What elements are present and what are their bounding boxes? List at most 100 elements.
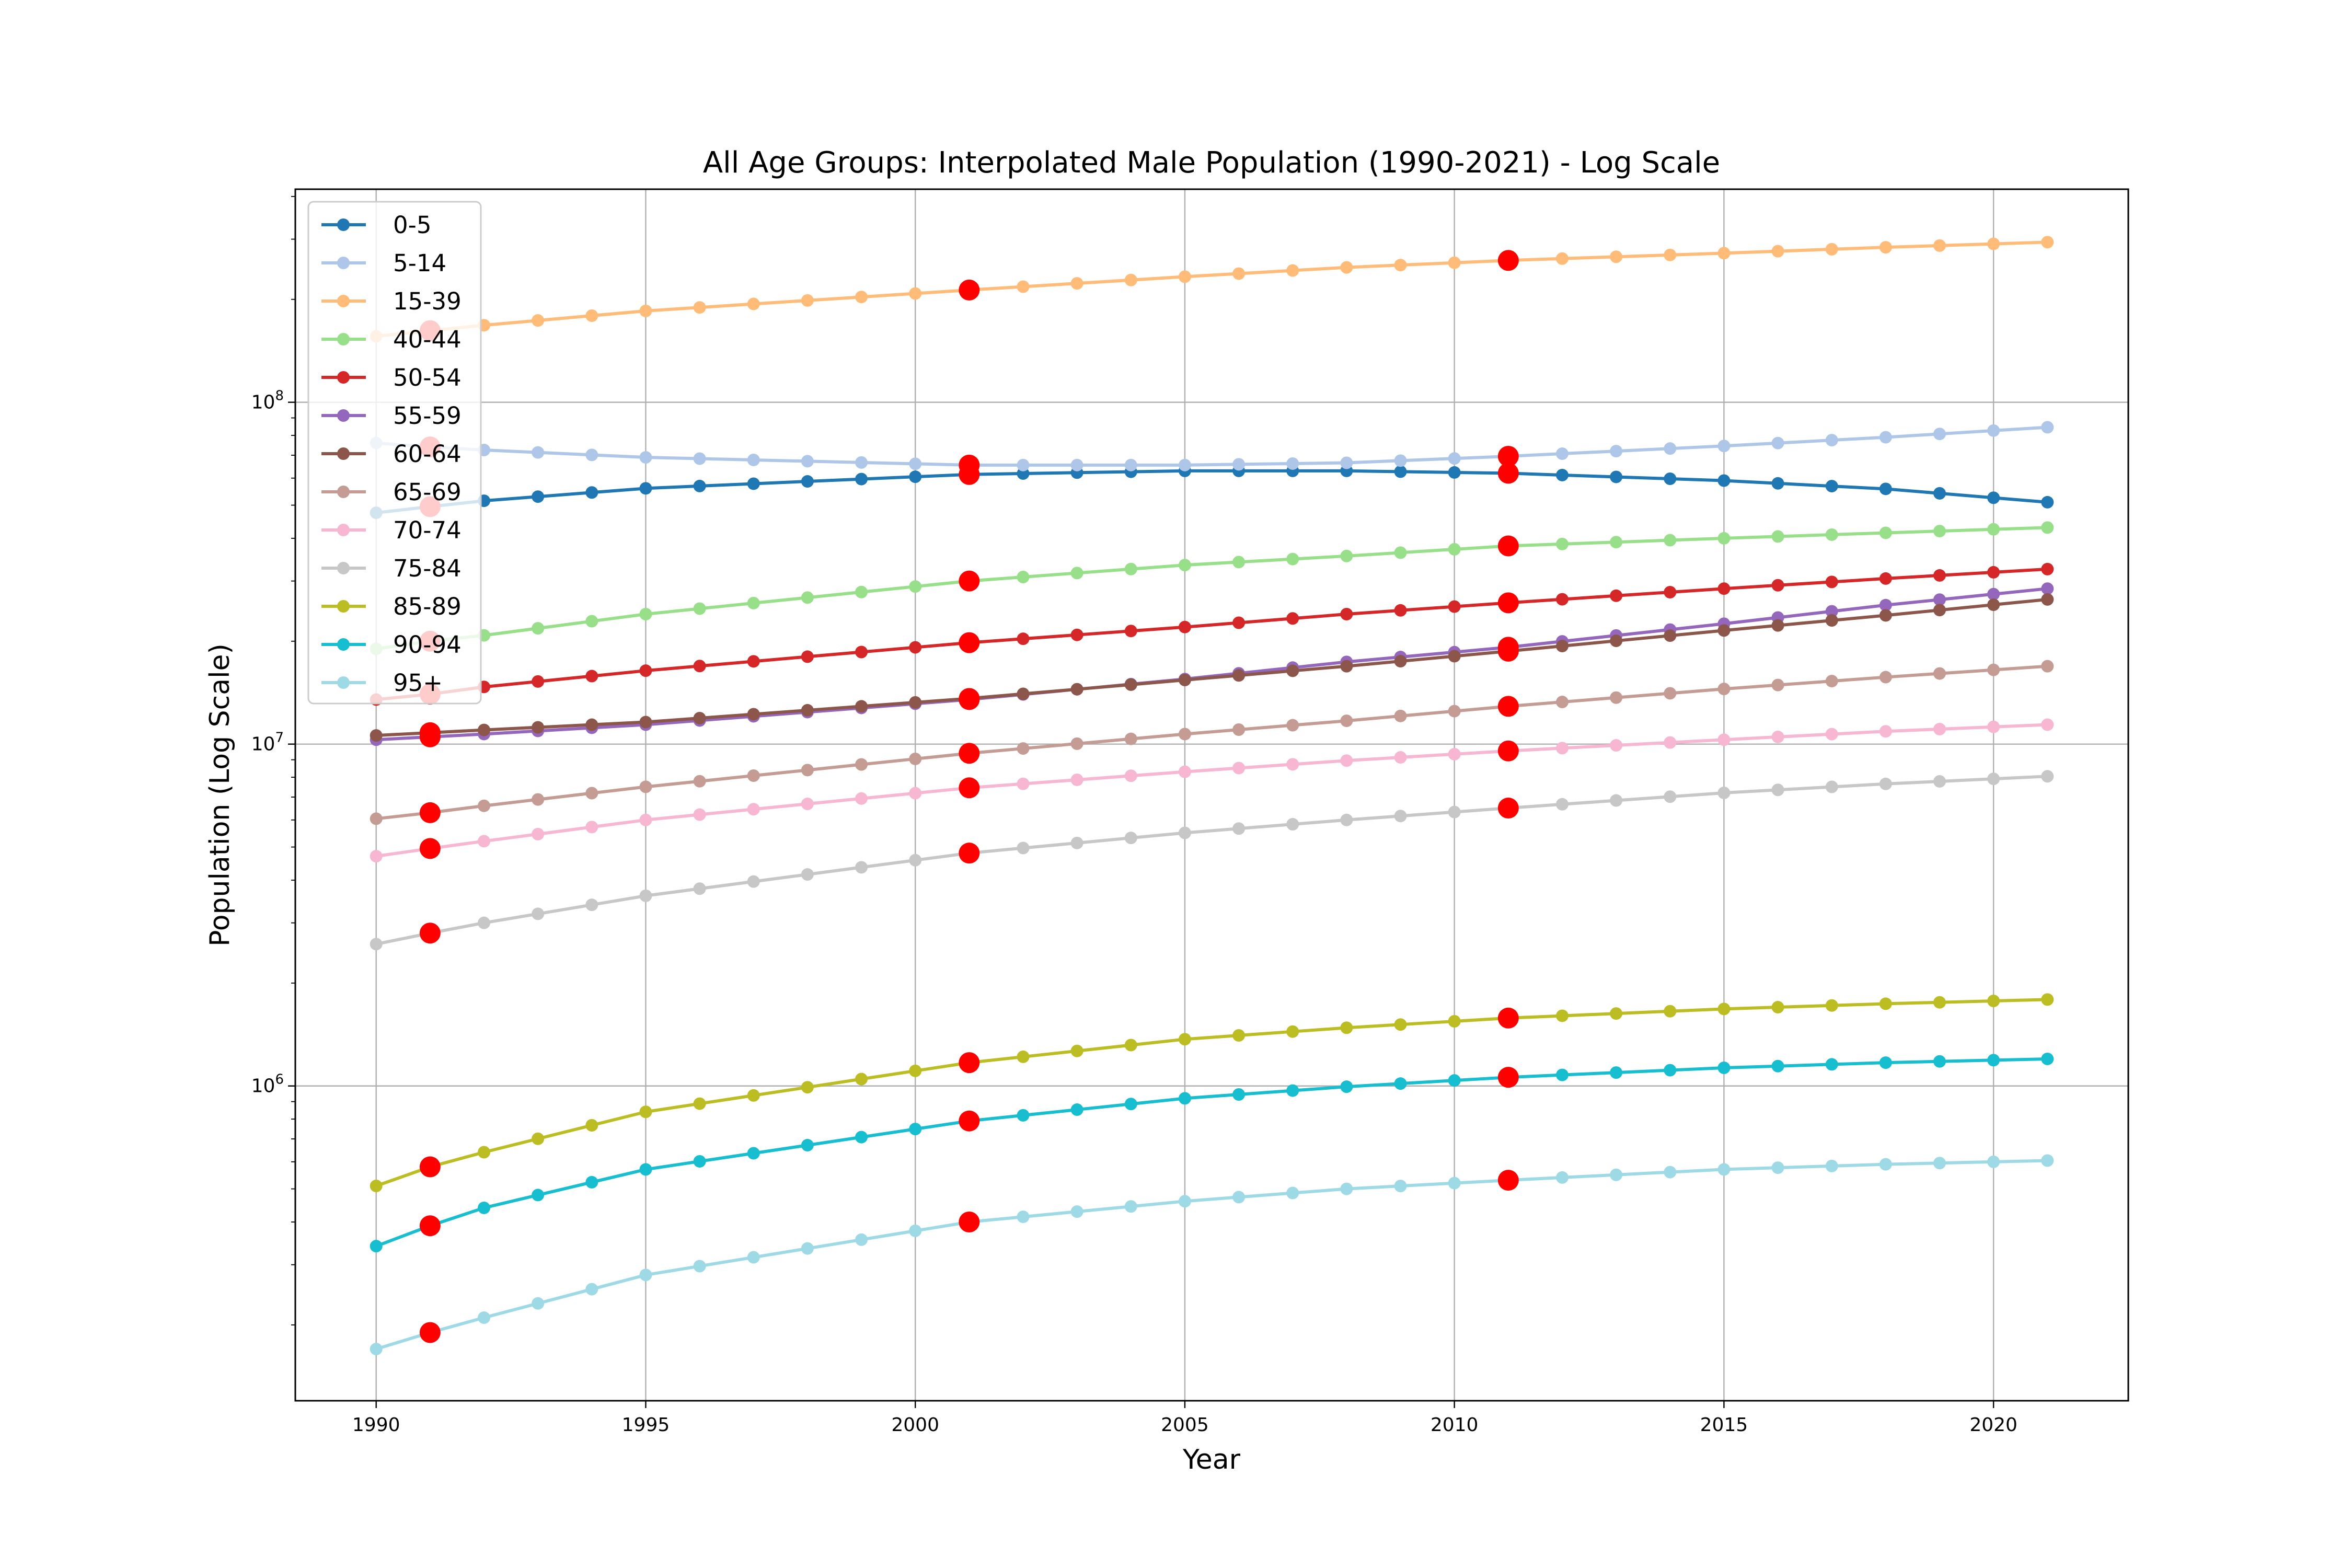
data-point [855,456,868,469]
data-point [747,655,760,668]
data-point [1555,593,1569,606]
data-point [1286,719,1299,732]
data-point [1664,629,1677,642]
data-point [1124,1200,1137,1213]
data-point [1825,614,1838,627]
data-point [1340,660,1353,673]
census-marker [959,777,980,799]
data-point [909,641,922,654]
data-point [1394,604,1407,617]
data-point [1987,237,2000,250]
data-point [1394,546,1407,559]
data-point [1610,536,1623,549]
data-point [1448,600,1461,613]
data-point [1987,523,2000,536]
legend-swatch-marker [337,562,350,574]
census-marker [959,1110,980,1132]
data-point [801,294,814,307]
data-point [2041,1052,2054,1065]
data-point [370,1343,383,1356]
data-point [1825,728,1838,741]
data-point [1664,1166,1677,1179]
data-point [1555,468,1569,481]
data-point [1933,239,1946,252]
series-75-84 [370,770,2054,951]
census-marker [1497,1170,1519,1191]
x-axis-ticks: 1990 1995 2000 2005 2010 2015 2020 [352,1401,2017,1436]
legend-label: 85-89 [393,593,462,620]
data-point [585,787,598,800]
data-point [1394,465,1407,478]
census-marker [959,279,980,301]
data-point [1070,1044,1083,1057]
data-point [532,1297,545,1310]
data-point [585,448,598,462]
data-point [1017,777,1030,790]
data-point [1178,765,1191,778]
data-point [1232,458,1246,471]
data-point [747,453,760,466]
legend-swatch-marker [337,447,350,460]
census-marker [419,923,441,944]
census-marker [1497,798,1519,819]
legend-swatch-marker [337,295,350,307]
data-point [1825,780,1838,793]
census-marker [1497,740,1519,762]
data-point [1879,598,1892,612]
data-point [1879,1158,1892,1171]
x-axis-label: Year [1182,1444,1241,1475]
data-point [1933,525,1946,538]
census-marker [959,688,980,709]
legend-swatch-marker [337,333,350,345]
data-point [1610,1066,1623,1079]
data-point [532,721,545,734]
data-point [1717,532,1731,545]
data-point [747,708,760,721]
data-point [1717,440,1731,453]
data-point [1394,655,1407,668]
data-point [1933,569,1946,582]
data-point [747,803,760,816]
data-point [2041,1154,2054,1167]
data-point [639,889,652,902]
data-point [1124,678,1137,691]
series-85-89 [370,993,2054,1193]
census-marker [959,454,980,476]
data-point [855,585,868,598]
data-point [639,1163,652,1176]
data-point [1771,477,1784,490]
data-point [1070,1205,1083,1218]
data-point [1232,1088,1246,1101]
data-point [747,596,760,609]
series-line [375,1057,2048,1248]
y-axis-ticks: 106 107 108 [251,195,295,1325]
data-point [1933,593,1946,606]
data-point [693,1097,706,1110]
data-point [1664,790,1677,803]
data-point [1232,556,1246,569]
data-point [909,854,922,867]
data-point [1286,612,1299,625]
chart-title: All Age Groups: Interpolated Male Popula… [703,146,1720,180]
data-point [585,821,598,834]
data-point [532,675,545,688]
series-line [376,723,2048,858]
data-point [1070,773,1083,786]
data-point [1124,1039,1137,1052]
data-point [801,868,814,881]
data-point [1610,445,1623,458]
data-point [1070,683,1083,696]
data-point [1717,786,1731,799]
data-point [2041,593,2054,606]
data-point [1555,742,1569,755]
data-point [1933,487,1946,500]
census-marker [419,1156,441,1178]
data-point [1124,458,1137,471]
data-point [1933,667,1946,680]
data-point [478,835,491,848]
data-point [1232,822,1246,835]
data-point [2041,993,2054,1006]
data-point [532,907,545,920]
data-point [1717,683,1731,696]
data-point [1933,775,1946,788]
